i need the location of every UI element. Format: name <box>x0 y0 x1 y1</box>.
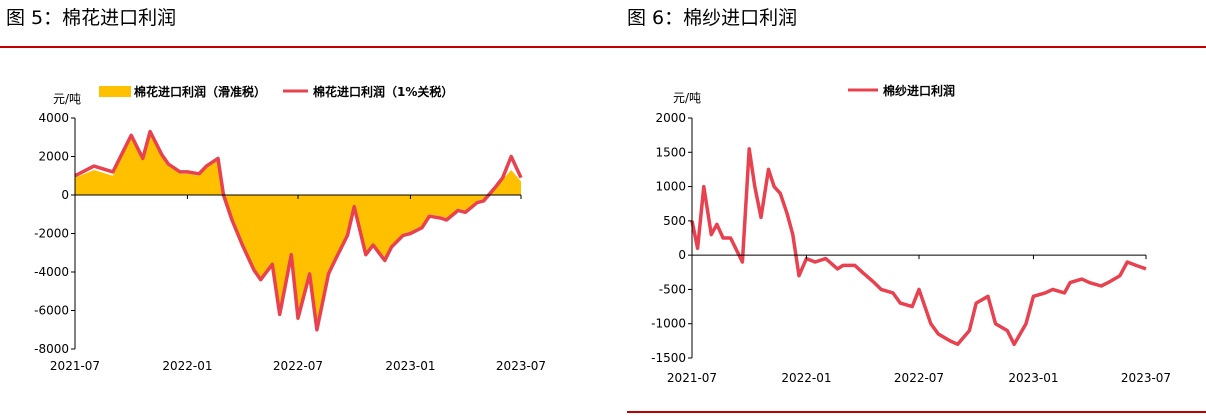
y-tick-label: -4000 <box>34 265 69 279</box>
y-tick-label: 4000 <box>38 111 69 125</box>
line-series-1 <box>74 129 523 332</box>
footer-rule <box>627 411 1206 413</box>
x-tick-label: 2021-07 <box>50 359 100 373</box>
y-tick-label: -8000 <box>34 342 69 356</box>
legend-label-area: 棉花进口利润（滑准税） <box>134 84 266 99</box>
figure-5-title: 图 5：棉花进口利润 <box>6 7 177 29</box>
x-tick-label: 2022-07 <box>273 359 323 373</box>
plot-area <box>74 129 523 332</box>
header-rule <box>0 46 1206 48</box>
y-tick-label: -2000 <box>34 227 69 241</box>
area-series-0 <box>75 133 521 326</box>
x-tick-label: 2023-07 <box>496 359 546 373</box>
unit-label: 元/吨 <box>53 92 81 106</box>
x-tick-label: 2023-01 <box>385 359 435 373</box>
legend-swatch-area <box>99 86 131 97</box>
legend-label-line: 棉花进口利润（1%关税） <box>313 84 453 99</box>
figure-6-title: 图 6：棉纱进口利润 <box>627 7 798 29</box>
legend: 棉花进口利润（滑准税） 棉花进口利润（1%关税） <box>99 84 453 99</box>
y-tick-label: 2000 <box>38 150 69 164</box>
y-tick-label: 0 <box>61 188 69 202</box>
x-tick-label: 2022-01 <box>162 359 212 373</box>
axes: 4000 2000 0 -2000 -4000 -6000 -8000 2021-07 2022… <box>34 111 546 373</box>
y-tick-label: -6000 <box>34 304 69 318</box>
